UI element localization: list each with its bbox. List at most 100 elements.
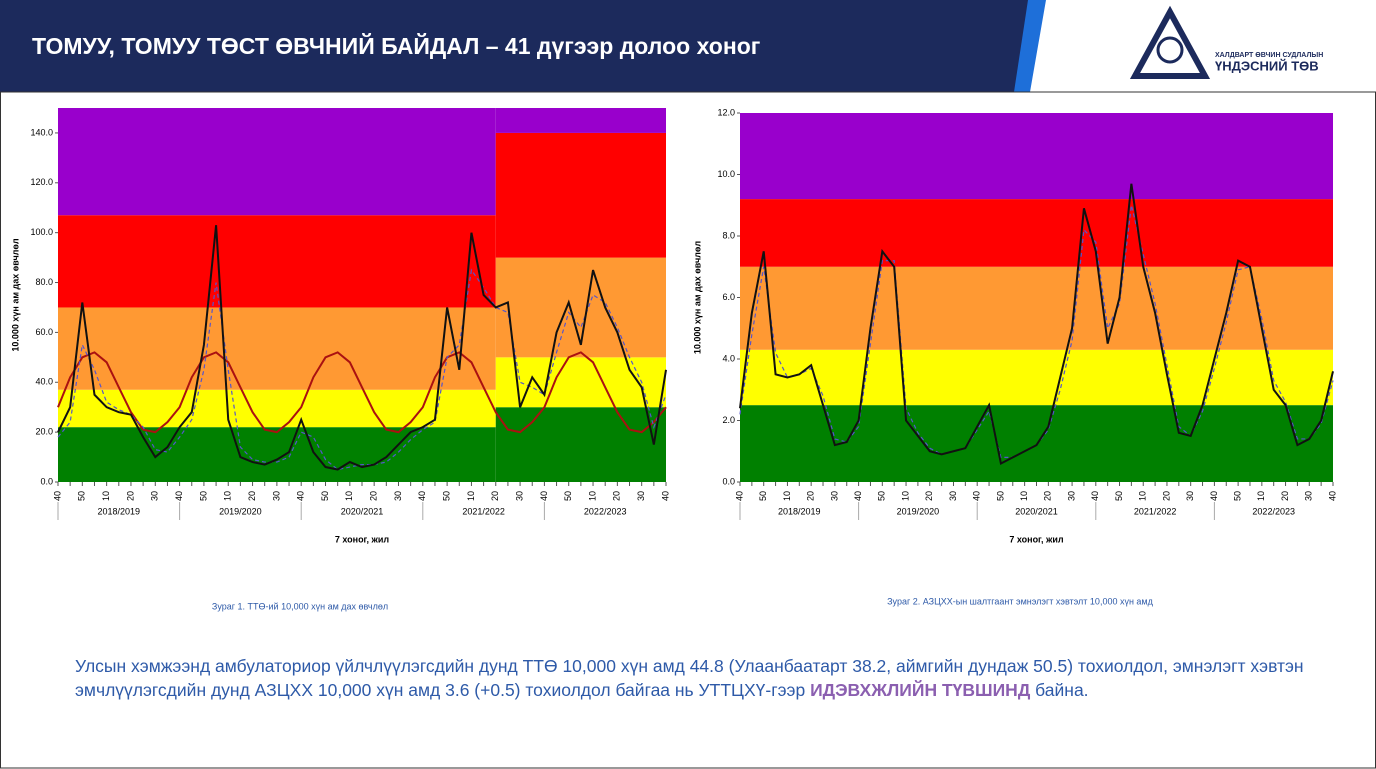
x-tick-label: 30 bbox=[1066, 491, 1076, 501]
x-tick-label: 50 bbox=[441, 491, 451, 501]
x-tick-label: 30 bbox=[948, 491, 958, 501]
y-tick-label: 20.0 bbox=[35, 427, 53, 437]
series-line bbox=[57, 225, 667, 471]
x-tick-label: 10 bbox=[101, 491, 111, 501]
x-tick-label: 10 bbox=[1256, 491, 1266, 501]
caption: Зураг 2. АЗЦХХ-ын шалтгаант эмнэлэгт хэв… bbox=[887, 596, 1154, 606]
zone bbox=[740, 349, 1333, 406]
summary: Улсын хэмжээнд амбулаториор үйлчлүүлэгсд… bbox=[75, 654, 1335, 702]
x-tick-label: 40 bbox=[1090, 491, 1100, 501]
y-tick-label: 0.0 bbox=[40, 476, 53, 486]
x-tick-label: 20 bbox=[1161, 491, 1171, 501]
x-tick-label: 40 bbox=[972, 491, 982, 501]
group-label: 2020/2021 bbox=[1015, 506, 1058, 516]
group-label: 2019/2020 bbox=[897, 506, 940, 516]
group-label: 2022/2023 bbox=[584, 506, 627, 516]
x-axis-title: 7 хоног, жил bbox=[1009, 534, 1064, 544]
zone bbox=[740, 199, 1333, 267]
y-tick-label: 80.0 bbox=[35, 277, 53, 287]
x-tick-label: 50 bbox=[877, 491, 887, 501]
x-tick-label: 40 bbox=[296, 491, 306, 501]
group-label: 2021/2022 bbox=[462, 506, 505, 516]
group-label: 2018/2019 bbox=[98, 506, 141, 516]
x-tick-label: 50 bbox=[1114, 491, 1124, 501]
x-tick-label: 20 bbox=[924, 491, 934, 501]
x-tick-label: 10 bbox=[466, 491, 476, 501]
x-tick-label: 50 bbox=[320, 491, 330, 501]
x-tick-label: 50 bbox=[198, 491, 208, 501]
x-tick-label: 10 bbox=[1138, 491, 1148, 501]
group-label: 2022/2023 bbox=[1252, 506, 1295, 516]
y-tick-label: 12.0 bbox=[717, 107, 735, 117]
x-tick-label: 20 bbox=[125, 491, 135, 501]
zone bbox=[58, 307, 496, 390]
header-right bbox=[1020, 0, 1376, 92]
group-label: 2018/2019 bbox=[778, 506, 821, 516]
x-tick-label: 40 bbox=[734, 491, 744, 501]
zone bbox=[495, 108, 666, 133]
stripe bbox=[1014, 0, 1046, 92]
series-line bbox=[739, 183, 1334, 466]
logo-circle bbox=[1156, 36, 1184, 64]
series-line bbox=[57, 268, 667, 471]
y-tick-label: 8.0 bbox=[722, 230, 735, 240]
x-tick-label: 20 bbox=[247, 491, 257, 501]
group-label: 2021/2022 bbox=[1134, 506, 1177, 516]
zone bbox=[495, 132, 666, 258]
title: ТОМУУ, ТОМУУ ТӨСТ ӨВЧНИЙ БАЙДАЛ – 41 дүг… bbox=[32, 32, 760, 59]
x-tick-label: 50 bbox=[1232, 491, 1242, 501]
x-tick-label: 10 bbox=[344, 491, 354, 501]
y-tick-label: 40.0 bbox=[35, 377, 53, 387]
x-tick-label: 20 bbox=[369, 491, 379, 501]
x-tick-label: 50 bbox=[563, 491, 573, 501]
zone bbox=[495, 407, 666, 482]
x-tick-label: 30 bbox=[1185, 491, 1195, 501]
x-tick-label: 40 bbox=[1327, 491, 1337, 501]
x-tick-label: 10 bbox=[782, 491, 792, 501]
y-tick-label: 0.0 bbox=[722, 476, 735, 486]
zone bbox=[58, 427, 496, 482]
zone bbox=[58, 108, 496, 216]
caption: Зураг 1. ТТӨ-ий 10,000 хүн ам дах өвчлөл bbox=[212, 601, 388, 611]
y-tick-label: 4.0 bbox=[722, 353, 735, 363]
y-axis-title: 10.000 хүн ам дах өвчлөл bbox=[10, 238, 20, 351]
x-tick-label: 30 bbox=[514, 491, 524, 501]
group-label: 2019/2020 bbox=[219, 506, 262, 516]
series-line bbox=[57, 351, 667, 434]
logo-top: ХАЛДВАРТ ӨВЧИН СУДЛАЛЫН bbox=[1215, 52, 1323, 59]
x-tick-label: 50 bbox=[77, 491, 87, 501]
zone bbox=[740, 113, 1333, 200]
summary-end: байна. bbox=[1030, 680, 1089, 700]
y-tick-label: 6.0 bbox=[722, 292, 735, 302]
x-tick-label: 50 bbox=[758, 491, 768, 501]
summary-text: Улсын хэмжээнд амбулаториор үйлчлүүлэгсд… bbox=[75, 656, 1304, 700]
x-tick-label: 40 bbox=[660, 491, 670, 501]
zone bbox=[740, 266, 1333, 350]
x-tick-label: 40 bbox=[174, 491, 184, 501]
x-tick-label: 30 bbox=[271, 491, 281, 501]
x-tick-label: 30 bbox=[636, 491, 646, 501]
summary-highlight: ИДЭВХЖЛИЙН ТҮВШИНД bbox=[810, 680, 1031, 700]
x-tick-label: 30 bbox=[150, 491, 160, 501]
x-tick-label: 10 bbox=[587, 491, 597, 501]
x-tick-label: 20 bbox=[1043, 491, 1053, 501]
x-tick-label: 40 bbox=[417, 491, 427, 501]
x-tick-label: 40 bbox=[539, 491, 549, 501]
x-tick-label: 30 bbox=[829, 491, 839, 501]
logo-bottom: ҮНДЭСНИЙ ТӨВ bbox=[1215, 58, 1319, 73]
group-label: 2020/2021 bbox=[341, 506, 384, 516]
x-tick-label: 40 bbox=[1209, 491, 1219, 501]
x-tick-label: 20 bbox=[1280, 491, 1290, 501]
x-tick-label: 40 bbox=[853, 491, 863, 501]
x-tick-label: 30 bbox=[393, 491, 403, 501]
x-tick-label: 20 bbox=[490, 491, 500, 501]
zone bbox=[58, 215, 496, 308]
x-tick-label: 10 bbox=[900, 491, 910, 501]
x-tick-label: 10 bbox=[223, 491, 233, 501]
y-tick-label: 60.0 bbox=[35, 327, 53, 337]
logo-mark bbox=[1129, 5, 1211, 79]
y-tick-label: 100.0 bbox=[30, 227, 53, 237]
x-tick-label: 30 bbox=[1304, 491, 1314, 501]
